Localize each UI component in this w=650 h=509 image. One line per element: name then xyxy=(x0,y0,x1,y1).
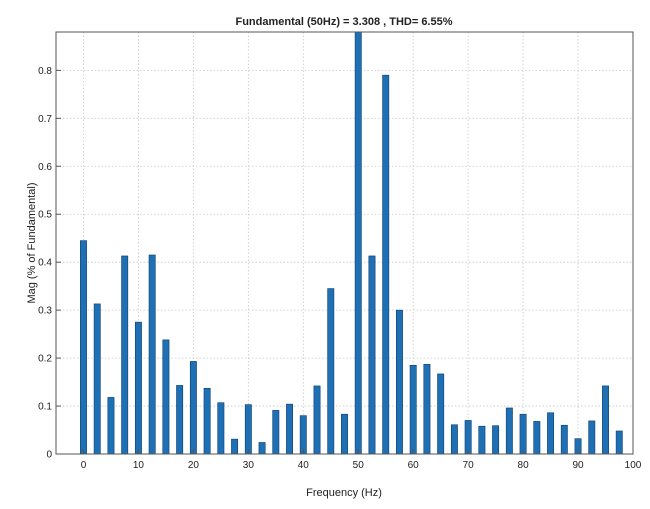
bar-20 xyxy=(354,31,362,455)
y-tick-label-4: 0.4 xyxy=(38,258,52,269)
bar-2 xyxy=(107,397,115,455)
y-tick-label-6: 0.6 xyxy=(38,162,52,173)
x-tick-label-9: 90 xyxy=(572,460,584,471)
bar-9 xyxy=(203,388,211,455)
x-tick-label-1: 10 xyxy=(133,460,145,471)
bar-3 xyxy=(121,255,129,455)
bar-12 xyxy=(244,404,252,455)
bar-21 xyxy=(368,255,376,455)
y-tick-label-7: 0.7 xyxy=(38,114,52,125)
bar-16 xyxy=(299,415,307,455)
x-tick-label-5: 50 xyxy=(353,460,365,471)
bar-6 xyxy=(162,339,170,455)
bar-39 xyxy=(615,430,623,455)
bar-1 xyxy=(93,303,101,455)
bar-11 xyxy=(231,438,239,455)
bar-35 xyxy=(560,424,568,455)
x-tick-label-0: 0 xyxy=(81,460,87,471)
bar-22 xyxy=(382,74,390,455)
bar-23 xyxy=(396,309,403,455)
y-tick-label-0: 0 xyxy=(46,450,52,461)
x-tick-label-7: 70 xyxy=(463,460,475,471)
bar-5 xyxy=(148,254,156,455)
bar-33 xyxy=(533,421,541,455)
bar-28 xyxy=(464,420,472,455)
bar-32 xyxy=(519,413,527,455)
x-tick-label-10: 100 xyxy=(625,460,642,471)
bar-14 xyxy=(272,410,280,455)
y-tick-label-3: 0.3 xyxy=(38,306,52,317)
bar-4 xyxy=(134,321,142,455)
bar-38 xyxy=(602,385,609,455)
y-axis-label: Mag (% of Fundamental) xyxy=(26,182,38,303)
bar-0 xyxy=(80,240,87,455)
chart-title: Fundamental (50Hz) = 3.308 , THD= 6.55% xyxy=(235,16,452,28)
bar-15 xyxy=(286,403,293,455)
bar-37 xyxy=(588,420,596,455)
plot-area xyxy=(56,32,633,454)
bar-24 xyxy=(409,364,417,455)
x-tick-label-3: 30 xyxy=(243,460,255,471)
x-tick-label-6: 60 xyxy=(408,460,420,471)
bar-34 xyxy=(547,412,555,455)
bar-29 xyxy=(478,425,486,455)
y-tick-label-1: 0.1 xyxy=(38,402,52,413)
bar-30 xyxy=(492,425,500,455)
y-tick-label-8: 0.8 xyxy=(38,66,52,77)
x-tick-label-4: 40 xyxy=(298,460,310,471)
bar-10 xyxy=(217,402,225,455)
x-tick-label-2: 20 xyxy=(188,460,200,471)
y-tick-label-2: 0.2 xyxy=(38,354,52,365)
bar-19 xyxy=(341,413,348,455)
x-tick-label-8: 80 xyxy=(518,460,530,471)
bar-25 xyxy=(423,364,431,455)
bar-26 xyxy=(437,373,445,455)
x-axis-label: Frequency (Hz) xyxy=(306,487,382,499)
bar-17 xyxy=(313,385,321,455)
bar-18 xyxy=(327,288,335,455)
tick-layer: 0 10 20 30 40 50 60 70 80 90 100 0 0.1 0.2 0.3 0.4 0.5 0.… xyxy=(38,66,642,471)
bar-8 xyxy=(189,361,197,455)
plot-frame xyxy=(55,31,634,455)
bar-13 xyxy=(258,442,266,455)
bar-31 xyxy=(505,407,513,455)
bar-7 xyxy=(176,385,184,455)
y-tick-label-5: 0.5 xyxy=(38,210,52,221)
bar-27 xyxy=(450,424,458,455)
